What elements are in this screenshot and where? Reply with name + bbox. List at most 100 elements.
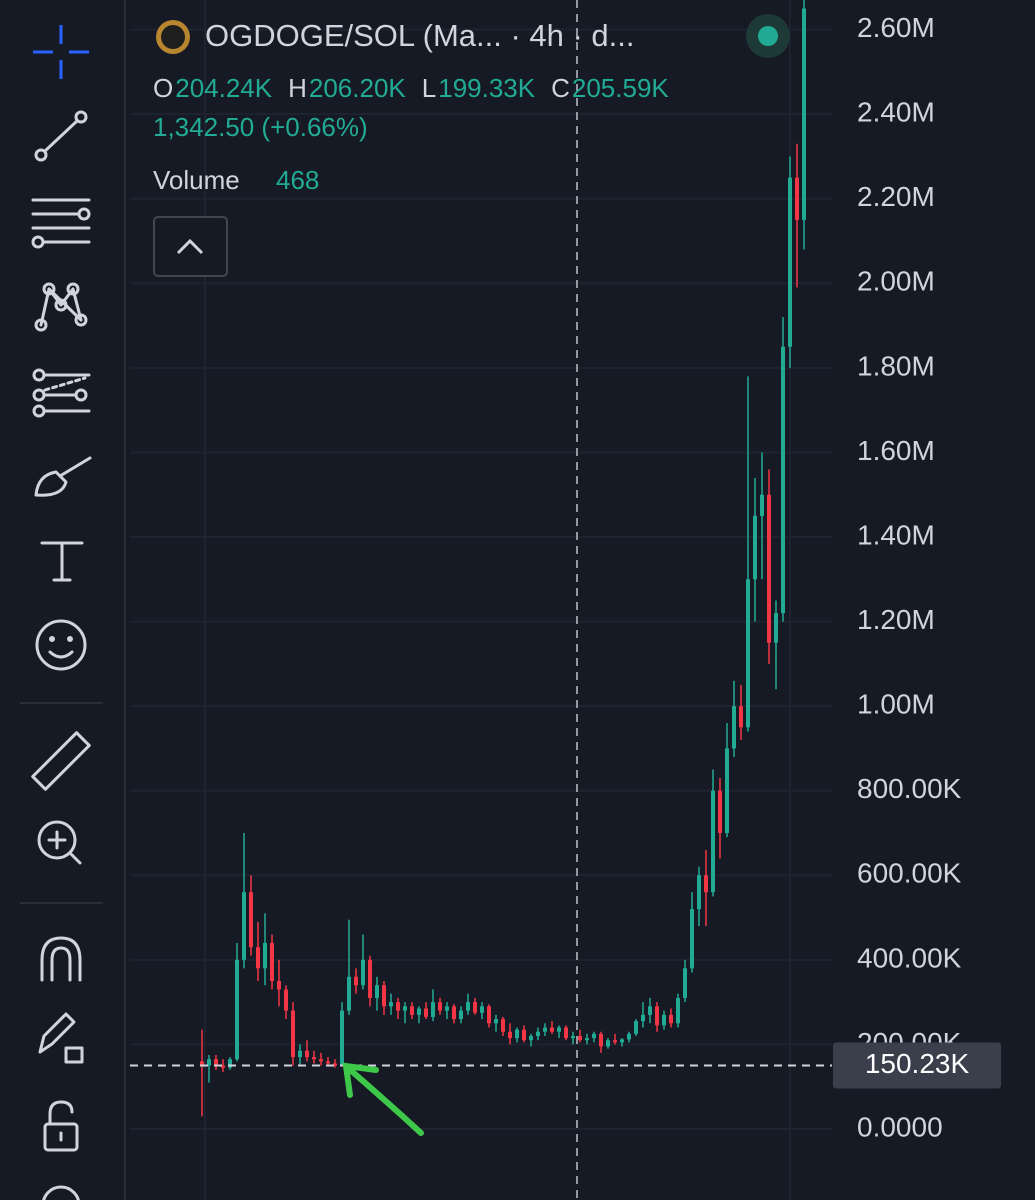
status-dot — [758, 26, 778, 46]
candle-body — [522, 1029, 526, 1041]
y-tick-label: 0.0000 — [857, 1111, 943, 1142]
candle-body — [375, 985, 379, 998]
candle-body — [543, 1027, 547, 1032]
pattern-tool[interactable] — [34, 282, 88, 332]
candle-body — [508, 1031, 512, 1039]
candle-body — [270, 942, 274, 982]
prediction-tool[interactable] — [32, 368, 91, 418]
candle-body — [382, 985, 386, 1007]
candle-body — [718, 790, 722, 834]
zoom-tool[interactable] — [37, 820, 82, 865]
candle-body — [242, 892, 246, 960]
toolbar — [20, 0, 126, 1200]
candle-body — [592, 1033, 596, 1039]
symbol-title[interactable]: OGDOGE/SOL (Ma... · 4h · d... — [205, 18, 635, 53]
candle-body — [298, 1050, 302, 1058]
candle-body — [228, 1059, 232, 1068]
candle-body — [795, 177, 799, 220]
y-tick-label: 1.40M — [857, 519, 935, 550]
candle-body — [333, 1063, 337, 1066]
candle-body — [606, 1040, 610, 1047]
y-tick-label: 2.40M — [857, 97, 935, 128]
candle-body — [424, 1008, 428, 1017]
collapse-button[interactable] — [153, 216, 228, 277]
ohlc-label: L — [422, 73, 436, 103]
ohlc-label: O — [153, 73, 173, 103]
candle-body — [200, 1061, 204, 1066]
candle-body — [697, 875, 701, 910]
y-tick-label: 1.20M — [857, 604, 935, 635]
y-tick-label: 800.00K — [857, 773, 962, 804]
y-tick-label: 1.80M — [857, 350, 935, 381]
ohlc-label: C — [551, 73, 570, 103]
candle-body — [627, 1033, 631, 1040]
y-tick-label: 2.20M — [857, 181, 935, 212]
ohlc-value: 199.33K — [438, 73, 536, 103]
trendline-tool[interactable] — [34, 110, 88, 162]
candle-body — [655, 1006, 659, 1026]
candle-body — [494, 1019, 498, 1024]
candle-body — [662, 1014, 666, 1026]
price-label: 150.23K — [865, 1048, 970, 1079]
y-tick-label: 2.60M — [857, 12, 935, 43]
candle-body — [501, 1019, 505, 1032]
crosshair-tool[interactable] — [33, 25, 89, 79]
candle-body — [347, 976, 351, 1011]
candle-body — [746, 579, 750, 728]
legend-header: OGDOGE/SOL (Ma... · 4h · d... O 204.24K H 2… — [153, 14, 790, 277]
ohlc-value: 204.24K — [175, 73, 273, 103]
candle-body — [781, 346, 785, 614]
more-tool[interactable] — [42, 1185, 80, 1200]
lock-tool[interactable] — [43, 1100, 79, 1152]
candle-body — [319, 1059, 323, 1062]
candle-body — [445, 1006, 449, 1011]
candle-body — [256, 947, 260, 969]
price-label-box — [833, 1042, 1001, 1089]
candle-body — [354, 976, 358, 986]
fib-tool[interactable] — [31, 198, 91, 249]
candle-body — [459, 1010, 463, 1020]
plot — [130, 0, 832, 1117]
annotation-arrow — [342, 1062, 424, 1136]
ohlc-value: 206.20K — [309, 73, 407, 103]
brush-tool[interactable] — [34, 456, 92, 497]
y-tick-label: 600.00K — [857, 858, 962, 889]
candle-body — [389, 1002, 393, 1007]
ohlc-label: H — [288, 73, 307, 103]
y-tick-label: 400.00K — [857, 942, 962, 973]
symbol-logo-inner — [161, 25, 185, 49]
candle-body — [529, 1035, 533, 1041]
candle-body — [410, 1006, 414, 1015]
candle-body — [214, 1059, 218, 1066]
candle-body — [305, 1050, 309, 1058]
change: 1,342.50 (+0.66%) — [153, 112, 368, 142]
candle-body — [704, 875, 708, 893]
candle-body — [599, 1033, 603, 1047]
candle-body — [417, 1008, 421, 1015]
candle-body — [480, 1006, 484, 1013]
ruler-tool[interactable] — [31, 731, 91, 791]
candle-body — [711, 790, 715, 893]
candle-body — [725, 748, 729, 834]
candle-body — [249, 892, 253, 948]
volume-label: Volume — [153, 165, 240, 195]
candle-body — [466, 1002, 470, 1011]
candle-body — [438, 1002, 442, 1011]
candle-body — [620, 1039, 624, 1043]
candle-body — [536, 1031, 540, 1036]
y-tick-label: 2.00M — [857, 266, 935, 297]
candle-body — [564, 1027, 568, 1039]
candle-body — [760, 494, 764, 516]
candle-body — [207, 1059, 211, 1066]
lock-drawing-tool[interactable] — [38, 1012, 84, 1064]
emoji-tool[interactable] — [35, 619, 87, 671]
candle-body — [585, 1038, 589, 1041]
candle-body — [676, 997, 680, 1024]
text-tool[interactable] — [40, 541, 84, 582]
candle-body — [753, 515, 757, 580]
magnet-tool[interactable] — [40, 936, 82, 982]
candle-body — [277, 981, 281, 990]
candle-body — [221, 1065, 225, 1068]
candle-body — [690, 909, 694, 969]
